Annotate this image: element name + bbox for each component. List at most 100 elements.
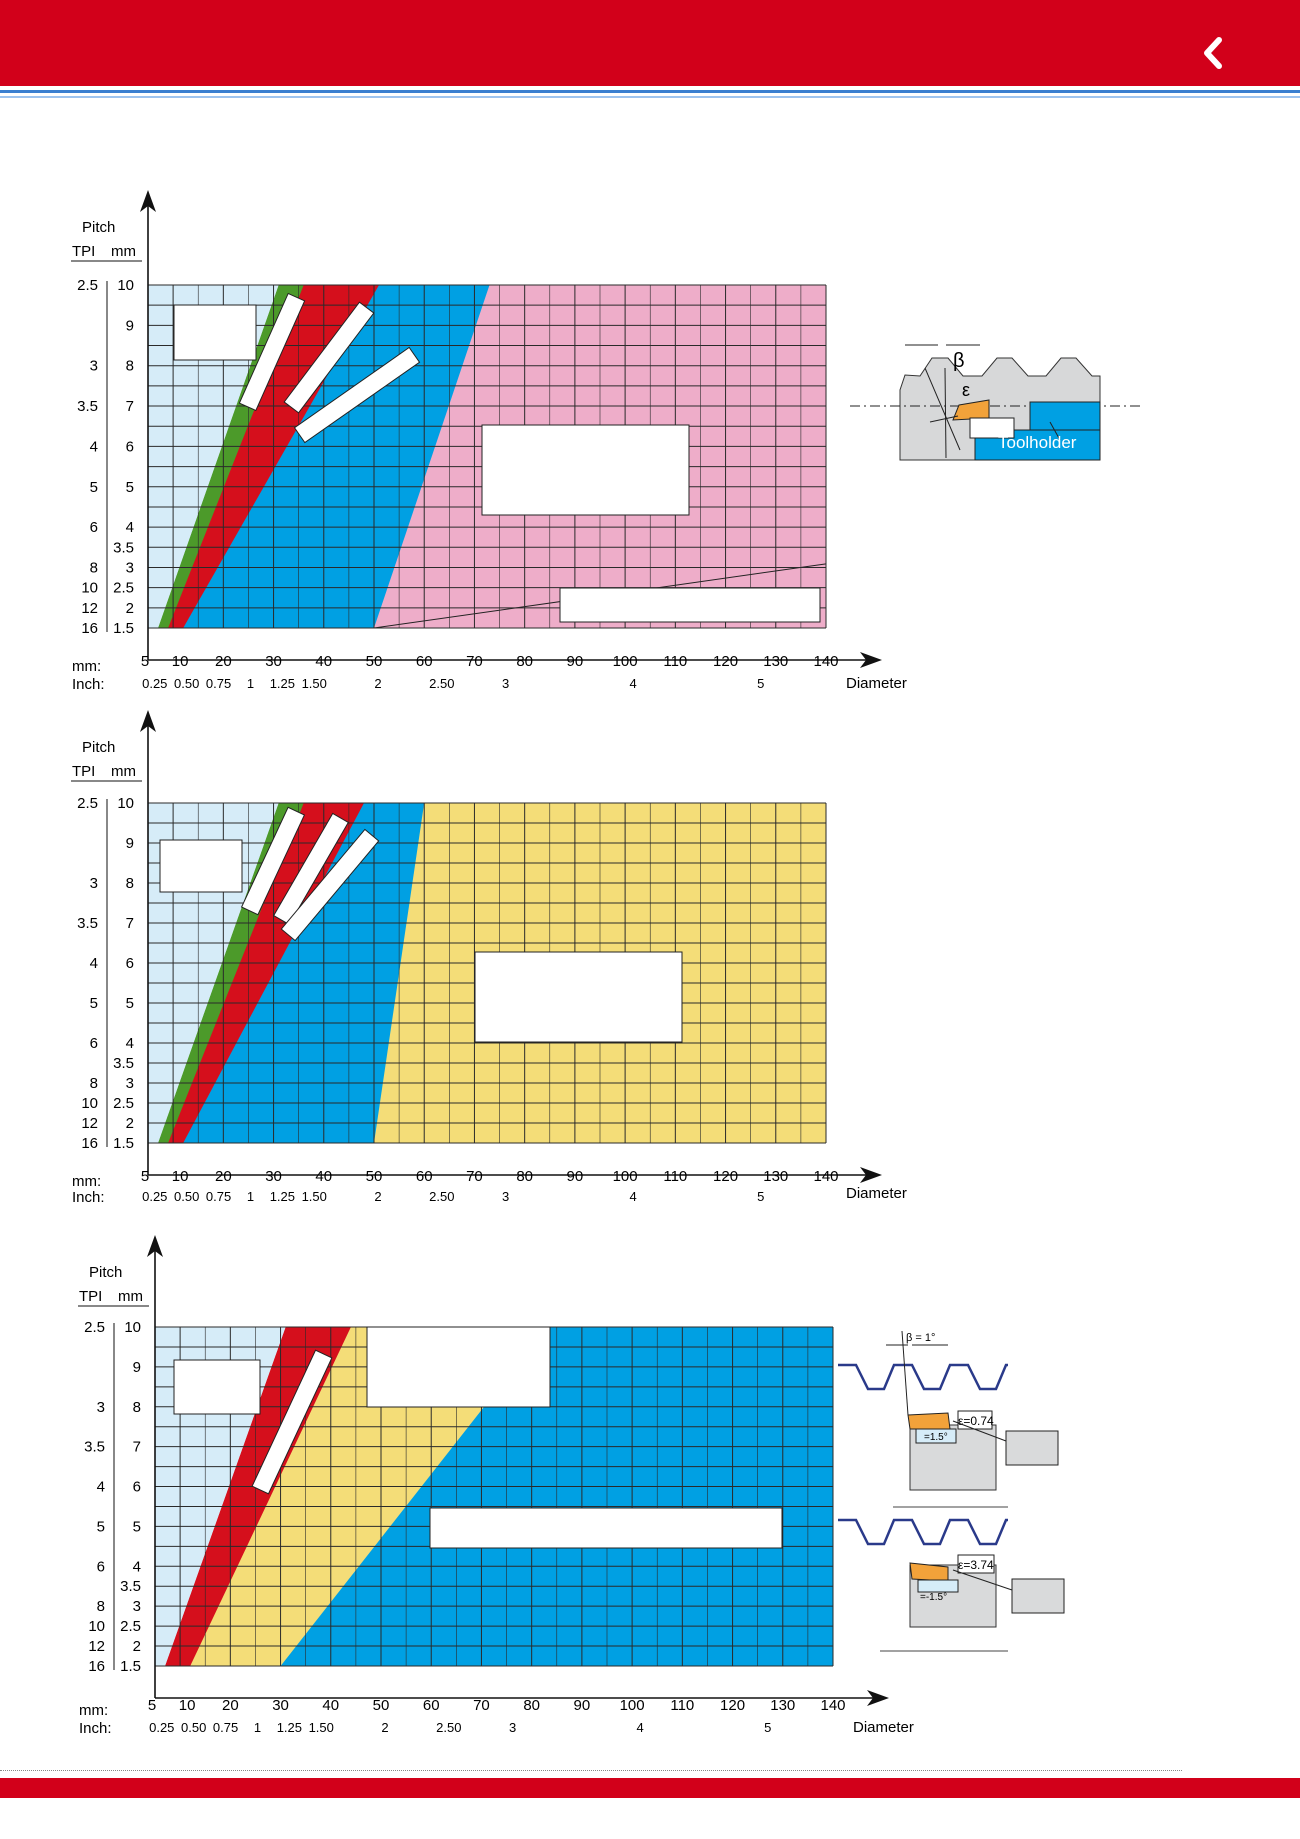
pitch-mm-tick-label: 5 — [126, 995, 134, 1012]
x-axis-arrow — [867, 1690, 889, 1706]
diameter-mm-tick-label: 130 — [770, 1697, 795, 1714]
diameter-inch-tick-label: 1.50 — [309, 1720, 334, 1735]
diameter-mm-tick-label: 50 — [373, 1697, 390, 1714]
diameter-mm-tick-label: 40 — [315, 653, 332, 670]
diameter-inch-tick-label: 0.25 — [149, 1720, 174, 1735]
diameter-mm-tick-label: 90 — [574, 1697, 591, 1714]
diameter-mm-tick-label: 130 — [763, 653, 788, 670]
tpi-tick-label: 5 — [97, 1518, 105, 1535]
diameter-inch-tick-label: 0.75 — [206, 1189, 231, 1204]
diameter-mm-tick-label: 30 — [265, 653, 282, 670]
inch-row-label: Inch: — [72, 1189, 105, 1206]
diameter-inch-tick-label: 2.50 — [429, 1189, 454, 1204]
diameter-mm-tick-label: 30 — [272, 1697, 289, 1714]
bottom-callout-box — [1011, 1578, 1065, 1614]
diameter-mm-tick-label: 20 — [222, 1697, 239, 1714]
diameter-mm-tick-label: 80 — [523, 1697, 540, 1714]
tpi-tick-label: 16 — [81, 620, 98, 637]
pitch-mm-tick-label: 1.5 — [113, 620, 134, 637]
tpi-tick-label: 12 — [88, 1638, 105, 1655]
diameter-mm-tick-label: 120 — [720, 1697, 745, 1714]
footer-bar — [0, 1778, 1300, 1798]
diameter-inch-tick-label: 2.50 — [436, 1720, 461, 1735]
pitch-mm-tick-label: 8 — [126, 875, 134, 892]
diameter-inch-tick-label: 2 — [374, 1189, 381, 1204]
chart-label-box — [273, 812, 349, 926]
diameter-mm-tick-label: 60 — [416, 1168, 433, 1185]
pitch-mm-tick-label: 4 — [126, 1035, 134, 1052]
diameter-mm-tick-label: 60 — [416, 653, 433, 670]
beta-label: β = 1° — [906, 1332, 935, 1344]
thread-wave-bottom — [838, 1518, 1008, 1546]
chart-label-box — [173, 304, 257, 361]
tpi-tick-label: 10 — [81, 1095, 98, 1112]
tpi-tick-label: 12 — [81, 1115, 98, 1132]
pitch-mm-tick-label: 2 — [133, 1638, 141, 1655]
diameter-mm-tick-label: 100 — [613, 1168, 638, 1185]
toolholder-label: Toolholder — [998, 433, 1077, 452]
region-light-blue — [148, 285, 279, 628]
pitch-mm-tick-label: 2.5 — [113, 1095, 134, 1112]
tpi-tick-label: 2.5 — [77, 277, 98, 294]
pitch-mm-tick-label: 3 — [126, 559, 134, 576]
tpi-tick-label: 6 — [90, 1035, 98, 1052]
pitch-mm-tick-label: 7 — [133, 1439, 141, 1456]
diameter-mm-tick-label: 50 — [366, 1168, 383, 1185]
diameter-mm-tick-label: 140 — [813, 653, 838, 670]
tpi-tick-label: 5 — [90, 479, 98, 496]
back-button[interactable] — [1186, 26, 1236, 80]
pitch-mm-tick-label: 8 — [133, 1399, 141, 1416]
diameter-mm-tick-label: 110 — [663, 1168, 687, 1185]
diameter-mm-tick-label: 120 — [713, 1168, 738, 1185]
chart-label-box — [240, 806, 306, 916]
diameter-inch-tick-label: 5 — [764, 1720, 771, 1735]
mm-row-label: mm: — [72, 658, 101, 675]
tpi-tick-label: 8 — [97, 1598, 105, 1615]
insert-pointer — [929, 415, 959, 423]
pitch-mm-tick-label: 6 — [126, 955, 134, 972]
diameter-inch-tick-label: 0.25 — [142, 676, 167, 691]
chart-label-box — [293, 346, 421, 444]
chart-label-box — [159, 839, 243, 893]
pitch-mm-tick-label: 7 — [126, 398, 134, 415]
mm-row-label: mm: — [72, 1173, 101, 1190]
footer-dotted-line — [0, 1770, 1182, 1771]
chart-label-box — [481, 424, 690, 516]
pitch-mm-tick-label: 3.5 — [113, 539, 134, 556]
top-callout-box — [1005, 1430, 1059, 1466]
diameter-inch-tick-label: 3 — [502, 676, 509, 691]
mm-axis-title: mm — [118, 1288, 143, 1305]
tpi-tick-label: 3 — [90, 358, 98, 375]
diameter-mm-tick-label: 110 — [663, 653, 687, 670]
diameter-mm-tick-label: 90 — [567, 1168, 584, 1185]
tpi-tick-label: 4 — [90, 955, 98, 972]
chart-label-box — [251, 1349, 333, 1495]
y-axis-arrow — [140, 710, 156, 732]
epsilon-symbol: ε — [962, 380, 970, 400]
diameter-mm-tick-label: 10 — [172, 1168, 189, 1185]
mm-axis-title: mm — [111, 763, 136, 780]
diameter-inch-tick-label: 4 — [630, 1189, 637, 1204]
top-insert — [907, 1412, 951, 1430]
diameter-inch-tick-label: 2.50 — [429, 676, 454, 691]
thread-wave-top — [838, 1363, 1008, 1391]
diameter-mm-tick-label: 5 — [148, 1697, 156, 1714]
tpi-axis-title: TPI — [72, 243, 95, 260]
beta-symbol: β — [953, 350, 965, 372]
diameter-mm-tick-label: 70 — [473, 1697, 490, 1714]
chevron-left-icon — [1204, 37, 1222, 69]
diameter-mm-tick-label: 20 — [215, 653, 232, 670]
tpi-tick-label: 8 — [90, 559, 98, 576]
top-tilt-line — [901, 1330, 909, 1416]
tpi-axis-title: TPI — [79, 1288, 102, 1305]
diameter-inch-tick-label: 0.50 — [174, 676, 199, 691]
vertical-reference — [944, 367, 947, 459]
pitch-mm-tick-label: 4 — [133, 1558, 141, 1575]
pitch-mm-tick-label: 2 — [126, 600, 134, 617]
diameter-mm-tick-label: 5 — [141, 1168, 149, 1185]
y-axis-arrow — [147, 1235, 163, 1257]
pitch-mm-tick-label: 9 — [133, 1359, 141, 1376]
diameter-inch-tick-label: 4 — [637, 1720, 644, 1735]
pitch-mm-tick-label: 10 — [117, 795, 134, 812]
thread-diagram: βε Toolholder — [850, 344, 1140, 461]
